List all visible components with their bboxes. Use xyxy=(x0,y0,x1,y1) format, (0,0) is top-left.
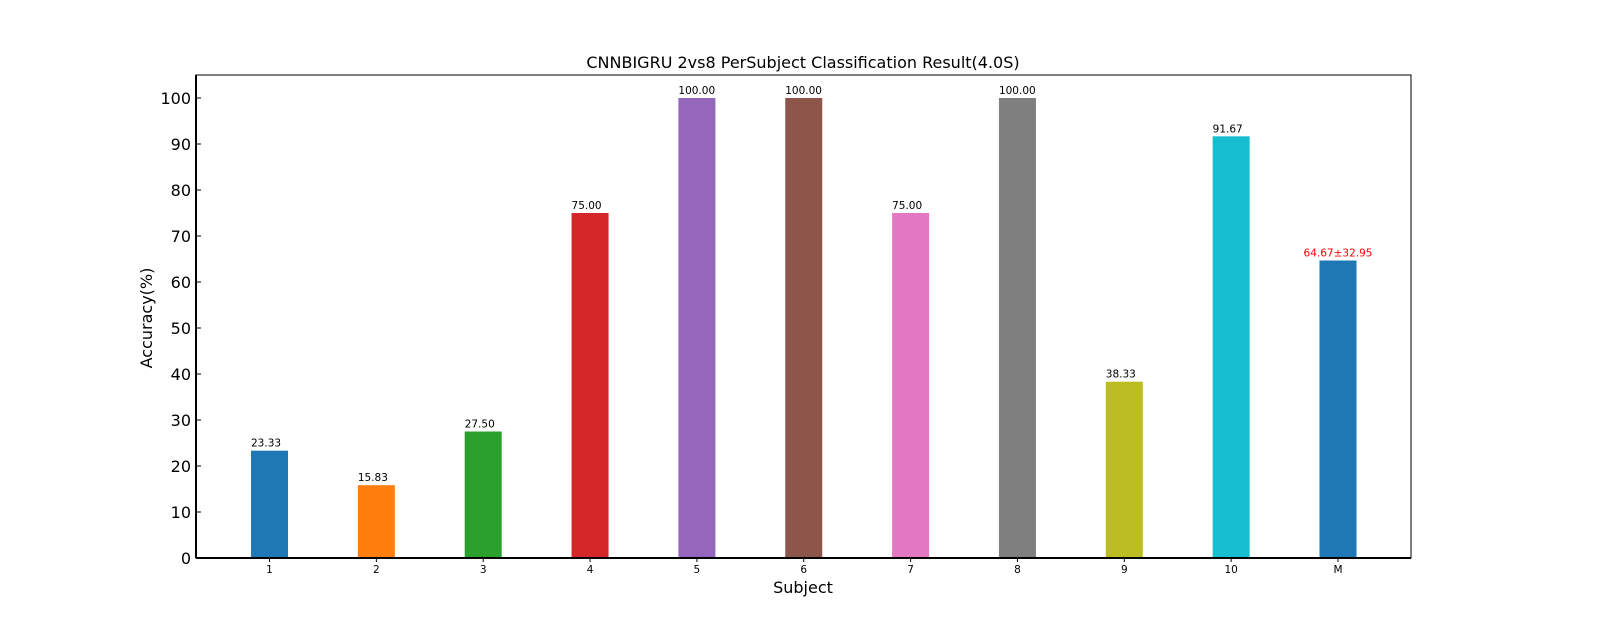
bar-value-label-1: 23.33 xyxy=(251,438,281,450)
x-tick-label-M: M xyxy=(1333,564,1342,576)
y-tick-label-70: 70 xyxy=(171,227,191,246)
y-axis-label: Accuracy(%) xyxy=(137,268,156,369)
bar-3 xyxy=(464,431,502,558)
y-tick-label-90: 90 xyxy=(171,135,191,154)
bar-6 xyxy=(785,98,823,558)
bar-M xyxy=(1319,260,1357,558)
chart-title: CNNBIGRU 2vs8 PerSubject Classification … xyxy=(586,53,1019,72)
x-tick-label-6: 6 xyxy=(800,564,807,576)
y-tick-label-30: 30 xyxy=(171,411,191,430)
value-labels-layer: 23.33 15.83 27.50 75.00 100.00 100.00 75.00 100… xyxy=(251,85,1372,484)
y-tick-label-10: 10 xyxy=(171,503,191,522)
y-tick-label-50: 50 xyxy=(171,319,191,338)
bar-5 xyxy=(678,98,716,558)
x-tick-label-7: 7 xyxy=(907,564,914,576)
bar-value-label-10: 91.67 xyxy=(1213,123,1243,135)
y-tick-label-0: 0 xyxy=(181,549,191,568)
y-tick-label-100: 100 xyxy=(160,89,191,108)
x-tick-label-8: 8 xyxy=(1014,564,1021,576)
bar-7 xyxy=(892,213,930,558)
y-axis: 0 10 20 30 40 50 60 70 80 90 100 xyxy=(160,89,201,568)
bar-value-label-8: 100.00 xyxy=(999,85,1036,97)
bars-layer xyxy=(251,98,1357,558)
y-tick-label-80: 80 xyxy=(171,181,191,200)
bar-value-label-6: 100.00 xyxy=(785,85,822,97)
bar-4 xyxy=(571,213,609,558)
bar-value-label-9: 38.33 xyxy=(1106,369,1136,381)
bar-value-label-M: 64.67±32.95 xyxy=(1304,248,1373,260)
bar-9 xyxy=(1105,381,1143,558)
bar-8 xyxy=(998,98,1036,558)
bar-value-label-3: 27.50 xyxy=(465,419,495,431)
x-tick-label-10: 10 xyxy=(1224,564,1237,576)
bar-value-label-7: 75.00 xyxy=(892,200,922,212)
x-tick-label-2: 2 xyxy=(373,564,380,576)
x-tick-label-4: 4 xyxy=(587,564,594,576)
bar-10 xyxy=(1212,136,1250,558)
y-tick-label-40: 40 xyxy=(171,365,191,384)
bar-value-label-2: 15.83 xyxy=(358,472,388,484)
x-tick-label-1: 1 xyxy=(266,564,273,576)
x-tick-label-9: 9 xyxy=(1121,564,1128,576)
bar-value-label-4: 75.00 xyxy=(572,200,602,212)
bar-1 xyxy=(251,450,288,558)
y-tick-label-20: 20 xyxy=(171,457,191,476)
bar-value-label-5: 100.00 xyxy=(678,85,715,97)
x-axis: 1 2 3 4 5 6 7 8 9 10 M xyxy=(266,558,1343,576)
x-tick-label-5: 5 xyxy=(694,564,701,576)
y-tick-label-60: 60 xyxy=(171,273,191,292)
x-tick-label-3: 3 xyxy=(480,564,487,576)
bar-2 xyxy=(357,485,395,558)
x-axis-label: Subject xyxy=(773,578,833,597)
